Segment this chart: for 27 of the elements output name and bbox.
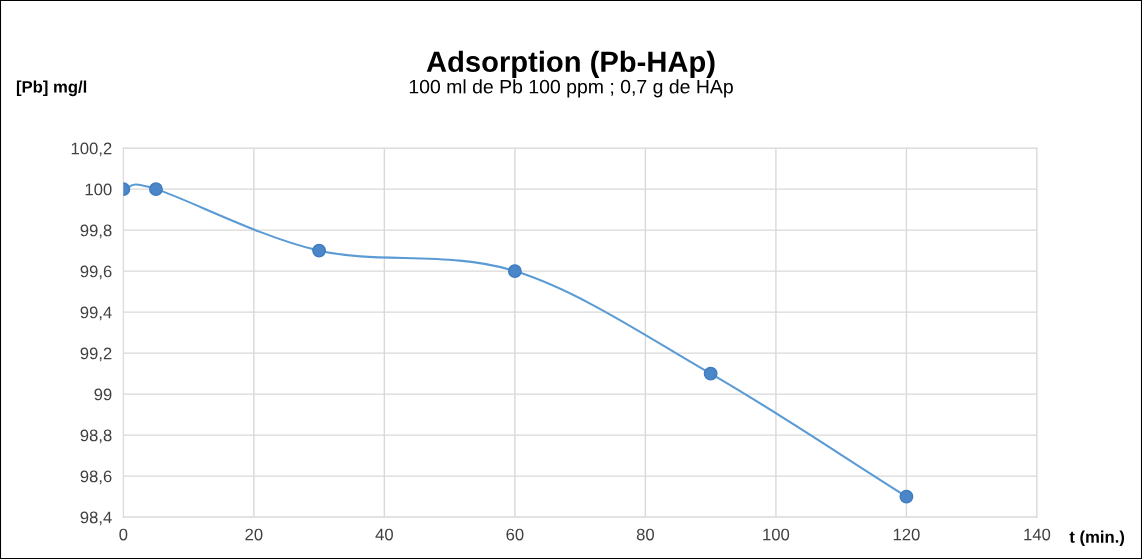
point [312, 243, 327, 258]
x-tick-label: 100 [763, 528, 790, 541]
point [507, 264, 522, 279]
y-tick-label: 99,4 [80, 306, 112, 321]
y-tick-label: 99 [94, 388, 112, 401]
x-tick-label: 20 [245, 528, 263, 541]
y-tick-label: 98,6 [80, 470, 112, 485]
x-tick-label: 140 [1024, 528, 1051, 541]
y-tick-label: 100,2 [71, 142, 112, 157]
x-tick-label: 60 [506, 528, 524, 541]
x-tick-label: 120 [893, 528, 920, 541]
y-tick-label: 100 [85, 183, 112, 196]
x-tick-label: 80 [636, 528, 655, 541]
x-tick-label: 0 [119, 528, 128, 541]
y-tick-label: 99,6 [80, 265, 112, 280]
x-tick-label: 40 [375, 528, 393, 541]
point [149, 182, 163, 197]
y-tick-label: 99,8 [80, 224, 112, 239]
x-axis-title: t (min.) [1069, 530, 1125, 547]
point [703, 366, 718, 381]
y-tick-label: 98,8 [80, 429, 112, 444]
chart-subtitle: 100 ml de Pb 100 ppm ; 0,7 g de HAp [409, 79, 733, 98]
y-tick-label: 98,4 [80, 511, 112, 526]
y-tick-label: 99,2 [80, 347, 112, 362]
chart-title: Adsorption (Pb-HAp) [426, 50, 715, 78]
y-axis-title: [Pb] mg/l [16, 80, 87, 97]
point [899, 489, 914, 504]
